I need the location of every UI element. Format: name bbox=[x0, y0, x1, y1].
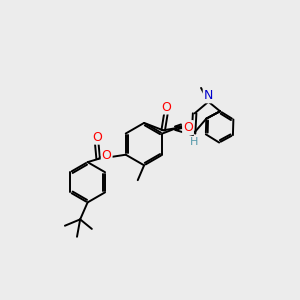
Text: O: O bbox=[102, 149, 112, 162]
Text: N: N bbox=[204, 89, 213, 102]
Text: O: O bbox=[183, 121, 193, 134]
Text: O: O bbox=[92, 131, 102, 144]
Text: O: O bbox=[161, 100, 171, 113]
Text: H: H bbox=[189, 137, 198, 147]
